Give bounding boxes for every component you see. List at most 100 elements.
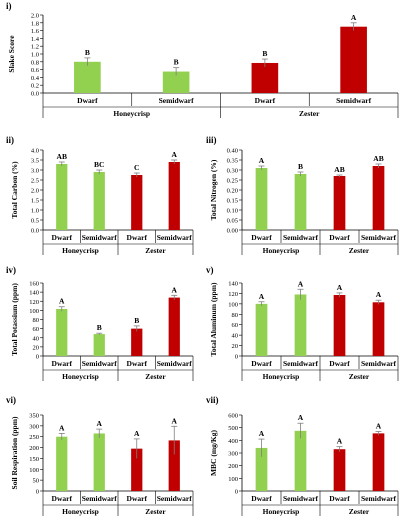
x-tick-label: Semidwarf <box>82 494 117 503</box>
y-tick-label: 140 <box>29 290 39 297</box>
x-tick-label: Dwarf <box>127 359 148 368</box>
chart-panel-vi: vi) 0 50 100 150 200 250 300 350 Soil Respiration… <box>6 395 194 516</box>
bar-dwarf-honeycrisp <box>56 164 68 230</box>
bar-dwarf-honeycrisp <box>255 447 268 491</box>
x-tick-label: Semidwarf <box>159 96 194 105</box>
significance-letter: A <box>172 416 178 425</box>
group-label-honeycrisp: Honeycrisp <box>263 246 300 255</box>
significance-letter: A <box>376 421 382 430</box>
significance-letter: B <box>298 162 303 171</box>
y-tick-label: 20 <box>232 343 239 350</box>
x-tick-label: Dwarf <box>255 96 276 105</box>
group-label-honeycrisp: Honeycrisp <box>263 372 300 381</box>
y-tick-label: 120 <box>29 299 39 306</box>
x-tick-label: Semidwarf <box>283 494 318 503</box>
significance-letter: A <box>351 13 357 22</box>
x-tick-label: Semidwarf <box>361 494 396 503</box>
y-axis-label: Total Carbon (%) <box>10 161 19 219</box>
y-tick-label: 350 <box>29 413 39 420</box>
x-tick-label: Dwarf <box>251 494 272 503</box>
group-label-zester: Zester <box>299 109 320 118</box>
group-label-zester: Zester <box>145 246 166 255</box>
significance-letter: AB <box>57 152 67 161</box>
bar-dwarf-zester <box>131 448 143 491</box>
group-label-honeycrisp: Honeycrisp <box>62 507 99 516</box>
bar-dwarf-honeycrisp <box>56 309 68 356</box>
bar-semidwarf-zester <box>372 433 385 491</box>
bar-semidwarf-honeycrisp <box>294 174 307 230</box>
group-label-honeycrisp: Honeycrisp <box>62 246 99 255</box>
y-tick-label: 0.30 <box>227 168 238 175</box>
panel-label: iv) <box>6 265 16 275</box>
significance-letter: A <box>298 413 304 422</box>
y-tick-label: 0.0 <box>31 91 39 98</box>
y-tick-label: 600 <box>228 413 238 420</box>
bar-semidwarf-zester <box>168 297 180 356</box>
chart-panel-iii: iii) 0.00 0.05 0.10 0.15 0.20 0.25 0.30 0.35 0.40… <box>206 135 399 255</box>
y-tick-label: 3.0 <box>31 168 39 175</box>
y-tick-label: 0.25 <box>227 178 238 185</box>
bar-dwarf-zester <box>131 175 143 230</box>
significance-letter: B <box>85 48 90 57</box>
bar-dwarf-honeycrisp <box>255 303 268 356</box>
significance-letter: A <box>259 429 265 438</box>
panel-label: vii) <box>206 395 219 405</box>
y-tick-label: 20 <box>33 344 40 351</box>
group-label-honeycrisp: Honeycrisp <box>263 507 300 516</box>
group-label-zester: Zester <box>349 372 370 381</box>
x-tick-label: Dwarf <box>251 359 272 368</box>
bar-dwarf-zester <box>131 328 143 356</box>
y-axis-label: Total Nitrogen (%) <box>209 159 218 220</box>
y-tick-label: 3.5 <box>31 158 39 165</box>
group-label-honeycrisp: Honeycrisp <box>113 109 150 118</box>
y-tick-label: 4.0 <box>31 148 39 155</box>
y-tick-label: 1.0 <box>31 52 39 59</box>
significance-letter: B <box>262 49 267 58</box>
bar-semidwarf-honeycrisp <box>294 294 307 356</box>
x-tick-label: Dwarf <box>52 359 73 368</box>
significance-letter: A <box>97 419 103 428</box>
y-axis-label: Soil Respiration (ppm) <box>10 416 19 489</box>
panel-label: i) <box>6 1 12 11</box>
bar-dwarf-honeycrisp <box>74 61 101 93</box>
significance-letter: AB <box>334 165 344 174</box>
x-tick-label: Semidwarf <box>361 233 396 242</box>
significance-letter: AB <box>373 154 383 163</box>
x-tick-label: Semidwarf <box>82 359 117 368</box>
y-tick-label: 0.6 <box>31 67 40 74</box>
y-tick-label: 100 <box>29 467 39 474</box>
bar-semidwarf-zester <box>340 26 367 94</box>
x-tick-label: Dwarf <box>329 494 350 503</box>
y-axis-label: Slake Score <box>7 35 16 73</box>
y-tick-label: 0.20 <box>227 188 238 195</box>
y-axis-label: Total Potassium (ppm) <box>10 283 19 356</box>
y-tick-label: 1.6 <box>31 28 40 35</box>
x-tick-label: Dwarf <box>329 359 350 368</box>
y-tick-label: 0.0 <box>31 228 39 235</box>
x-tick-label: Dwarf <box>77 96 98 105</box>
chart-panel-v: v) 0 20 40 60 80 100 120 140 Total Aluminum (ppm)… <box>206 265 399 381</box>
y-tick-label: 2.0 <box>31 188 39 195</box>
y-tick-label: 0 <box>36 354 39 361</box>
bar-dwarf-zester <box>333 176 346 230</box>
y-tick-label: 250 <box>29 434 39 441</box>
significance-letter: B <box>174 58 179 67</box>
significance-letter: A <box>376 290 382 299</box>
y-tick-label: 0.8 <box>31 59 39 66</box>
y-tick-label: 1.8 <box>31 20 39 27</box>
x-tick-label: Semidwarf <box>157 233 192 242</box>
y-tick-label: 0.35 <box>227 158 238 165</box>
y-axis-label: Total Aluminum (ppm) <box>209 282 218 356</box>
group-label-zester: Zester <box>145 372 166 381</box>
bar-semidwarf-zester <box>372 302 385 356</box>
group-label-zester: Zester <box>349 246 370 255</box>
y-tick-label: 1.0 <box>31 208 39 215</box>
y-tick-label: 160 <box>29 281 39 288</box>
x-tick-label: Semidwarf <box>283 359 318 368</box>
chart-panel-iv: iv) 0 20 40 60 80 100 120 140 160 Total Potassium … <box>6 265 194 381</box>
panel-label: iii) <box>206 135 217 145</box>
y-tick-label: 1.5 <box>31 198 39 205</box>
significance-letter: A <box>298 279 304 288</box>
bar-semidwarf-zester <box>168 162 180 230</box>
y-tick-label: 40 <box>232 333 239 340</box>
